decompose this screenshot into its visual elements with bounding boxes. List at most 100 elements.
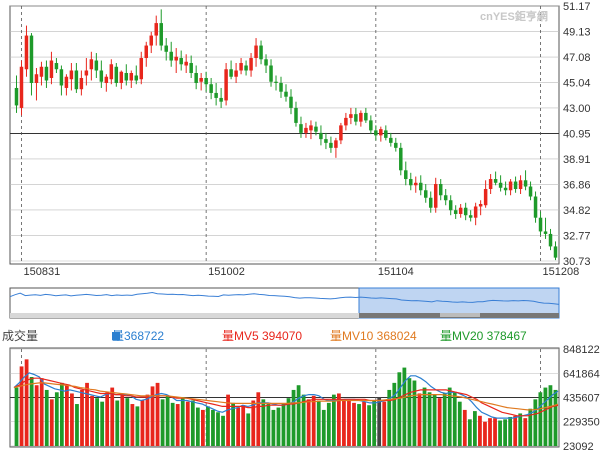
volume-bar [402,367,407,446]
volume-bar [467,419,472,446]
candle [279,76,283,98]
volume-bar [306,399,311,446]
volume-bar [135,406,140,446]
volume-bar [533,399,538,446]
candle-body [234,70,238,77]
candle-body [259,45,263,60]
candle [219,87,223,108]
volume-bar [211,409,215,446]
navigator[interactable] [9,287,560,319]
candle-body [448,200,453,211]
price-candles [14,9,558,261]
price-y-tick: 32.77 [563,231,591,243]
candle [234,63,238,83]
volume-bar [59,382,64,446]
candle-body [553,246,558,258]
navigator-scrollbar[interactable] [10,313,559,318]
candle-body [134,75,139,81]
price-y-tick: 38.91 [563,154,591,166]
volume-bar [362,401,366,446]
volume-bar [49,399,54,446]
candle [329,136,333,153]
candle-body [538,217,543,232]
candle [304,122,308,138]
legend-vol: 量368722 [112,329,164,343]
navigator-grip-icon[interactable] [440,313,480,317]
candle-body [349,114,353,118]
volume-bar [251,400,256,446]
candle-body [463,207,468,216]
candle-body [309,125,313,131]
volume-bar [34,385,39,446]
candle-body [139,58,144,80]
candle-body [89,59,94,70]
volume-title: 成交量 [2,328,38,343]
price-y-tick: 47.08 [563,52,591,64]
candle [379,126,383,142]
volume-bar [357,404,361,446]
candle-body [304,127,308,133]
volume-bar [19,366,24,446]
volume-bar [95,398,99,446]
volume-bar [367,405,371,446]
candle-body [389,137,393,143]
candle [294,101,298,127]
volume-bars [14,359,558,446]
volume-bar [513,415,518,446]
volume-bar [100,401,105,446]
volume-bar [488,418,492,446]
volume-y-tick: 641864 [563,368,600,380]
price-y-tick: 43.00 [563,103,591,115]
volume-bar [508,416,513,446]
candle [119,70,124,90]
candle-body [503,187,508,191]
volume-bar [160,399,165,446]
volume-bar [236,407,241,446]
candle [254,38,258,67]
candle-body [468,215,473,218]
volume-bar [231,402,235,446]
candle [538,211,543,236]
volume-bar [352,402,356,446]
candle [289,89,293,115]
candle [389,132,393,147]
volume-bar [321,409,326,446]
candle-body [39,66,44,77]
candle-body [478,203,483,207]
candle [94,53,99,78]
candle [149,31,153,54]
price-x-tick: 150831 [23,266,60,278]
candle [104,74,109,92]
volume-bar [553,389,558,446]
volume-y-tick: 435607 [563,393,600,405]
candle [339,122,343,145]
candle-body [548,233,553,247]
volume-bar [276,407,281,446]
volume-bar [221,415,225,446]
candle-body [229,69,233,77]
candle-body [294,107,298,123]
volume-bar [180,396,185,446]
candle-body [174,56,178,61]
price-y-tick: 34.82 [563,205,591,217]
candle [438,179,443,201]
candle-body [114,66,119,83]
candle [34,68,39,101]
candle-body [508,181,513,191]
volume-bar [447,387,452,446]
candle-body [209,84,213,93]
candle-body [124,72,129,81]
candle-body [184,61,188,66]
volume-bar [190,400,195,446]
candle [179,50,183,71]
volume-bar [397,372,402,446]
volume-bar [241,405,246,446]
candle [478,200,483,216]
volume-y-tick: 23092 [563,441,594,453]
volume-bar [326,402,331,446]
candle-body [334,140,338,148]
candle [409,172,413,191]
price-y-tick: 30.73 [563,256,591,268]
volume-bar [85,382,89,446]
volume-bar [337,393,341,446]
